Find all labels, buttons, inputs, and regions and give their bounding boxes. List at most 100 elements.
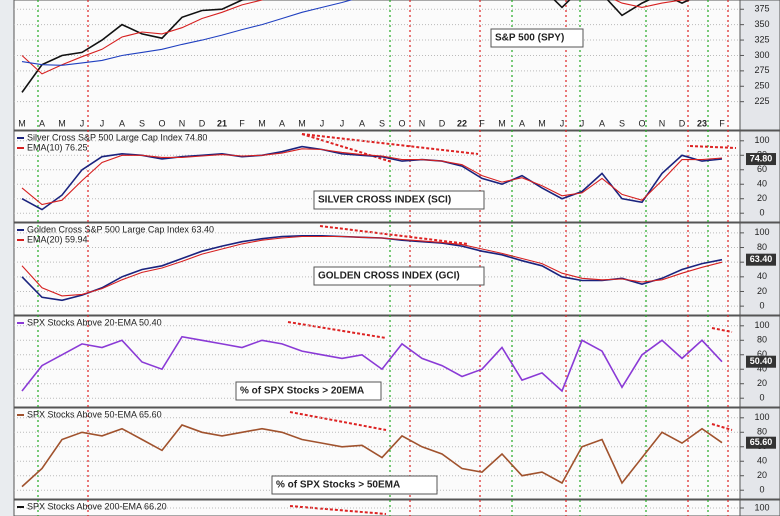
annotation: % of SPX Stocks > 50EMA [276, 480, 400, 491]
y-tick-label: 40 [757, 271, 767, 281]
y-tick-label: 40 [757, 364, 767, 374]
x-tick-label: A [599, 118, 605, 128]
y-tick-label: 20 [757, 378, 767, 388]
x-tick-label: J [320, 118, 325, 128]
x-tick-label: J [580, 118, 585, 128]
legend-label: Silver Cross S&P 500 Large Cap Index 74.… [27, 132, 207, 142]
x-tick-label: N [659, 118, 666, 128]
legend-label: Golden Cross S&P 500 Large Cap Index 63.… [27, 224, 214, 234]
y-tick-label: 80 [757, 242, 767, 252]
value-label: 50.40 [750, 356, 773, 366]
line-series [21, 424, 723, 488]
trend-line [301, 133, 479, 155]
y-tick-label: 20 [757, 286, 767, 296]
y-tick-label: 0 [759, 301, 764, 311]
line-series [21, 235, 723, 297]
x-tick-label: F [479, 118, 485, 128]
y-tick-label: 60 [757, 164, 767, 174]
x-tick-label: N [179, 118, 186, 128]
annotation-box [313, 190, 485, 210]
x-tick-label: J [560, 118, 565, 128]
x-tick-label: M [498, 118, 506, 128]
y-tick-label: 275 [754, 65, 769, 75]
value-label: 63.40 [750, 254, 773, 264]
trend-line [301, 133, 393, 163]
annotation-box [271, 475, 438, 495]
x-tick-label: A [359, 118, 365, 128]
x-tick-label: 21 [217, 118, 227, 128]
x-tick-label: A [39, 118, 45, 128]
y-tick-label: 250 [754, 81, 769, 91]
x-tick-label: M [538, 118, 546, 128]
y-tick-label: 0 [759, 485, 764, 495]
trend-lines [287, 133, 737, 515]
x-tick-label: O [638, 118, 645, 128]
legend-label: EMA(10) 76.25 [27, 142, 88, 152]
trend-line [689, 145, 737, 149]
line-series [21, 148, 723, 206]
x-tick-label: J [80, 118, 85, 128]
line-series [21, 0, 353, 66]
x-tick-label: O [398, 118, 405, 128]
value-box [746, 355, 776, 368]
x-tick-label: D [199, 118, 206, 128]
annotation-box [490, 28, 584, 48]
y-tick-label: 350 [754, 19, 769, 29]
x-tick-label: M [258, 118, 266, 128]
y-tick-label: 100 [754, 502, 769, 512]
y-axis-strip [739, 0, 780, 131]
y-tick-label: 80 [757, 427, 767, 437]
value-box [746, 153, 776, 166]
y-tick-label: 300 [754, 50, 769, 60]
y-tick-label: 325 [754, 34, 769, 44]
trend-line [711, 327, 733, 333]
y-tick-label: 100 [754, 320, 769, 330]
y-tick-label: 40 [757, 456, 767, 466]
legend-label: SPX Stocks Above 50-EMA 65.60 [27, 409, 162, 419]
x-tick-label: N [419, 118, 426, 128]
x-tick-label: D [679, 118, 686, 128]
x-tick-label: 23 [697, 118, 707, 128]
value-box [746, 253, 776, 266]
y-tick-label: 0 [759, 208, 764, 218]
legend-label: SPX Stocks Above 200-EMA 66.20 [27, 501, 167, 511]
value-label: 65.60 [750, 437, 773, 447]
value-box [746, 436, 776, 449]
trend-line [287, 321, 387, 339]
y-tick-label: 40 [757, 179, 767, 189]
trend-line [711, 423, 733, 431]
x-tick-label: O [158, 118, 165, 128]
x-tick-label: 22 [457, 118, 467, 128]
y-tick-label: 20 [757, 470, 767, 480]
line-series [21, 335, 723, 393]
annotation: S&P 500 (SPY) [495, 33, 564, 44]
legend-label: EMA(20) 59.94 [27, 234, 88, 244]
trend-line [289, 505, 387, 515]
x-tick-label: A [519, 118, 525, 128]
y-tick-label: 80 [757, 335, 767, 345]
value-label: 74.80 [750, 153, 773, 163]
y-axis-strip [739, 222, 780, 316]
y-axis-strip [739, 407, 780, 500]
x-tick-label: S [619, 118, 625, 128]
trend-line [289, 411, 387, 431]
x-tick-label: J [100, 118, 105, 128]
x-tick-label: F [719, 118, 725, 128]
x-tick-label: F [239, 118, 245, 128]
annotation: GOLDEN CROSS INDEX (GCI) [318, 271, 460, 282]
x-tick-label: D [439, 118, 446, 128]
x-tick-label: M [18, 118, 26, 128]
panel [13, 0, 741, 131]
y-tick-label: 225 [754, 96, 769, 106]
line-series [21, 0, 692, 75]
x-tick-label: A [279, 118, 285, 128]
y-tick-label: 100 [754, 412, 769, 422]
y-axis-strip [739, 130, 780, 223]
y-tick-label: 60 [757, 349, 767, 359]
x-tick-label: M [58, 118, 66, 128]
annotation-box [313, 266, 485, 286]
x-tick-label: J [340, 118, 345, 128]
y-tick-label: 375 [754, 4, 769, 14]
x-tick-label: S [379, 118, 385, 128]
